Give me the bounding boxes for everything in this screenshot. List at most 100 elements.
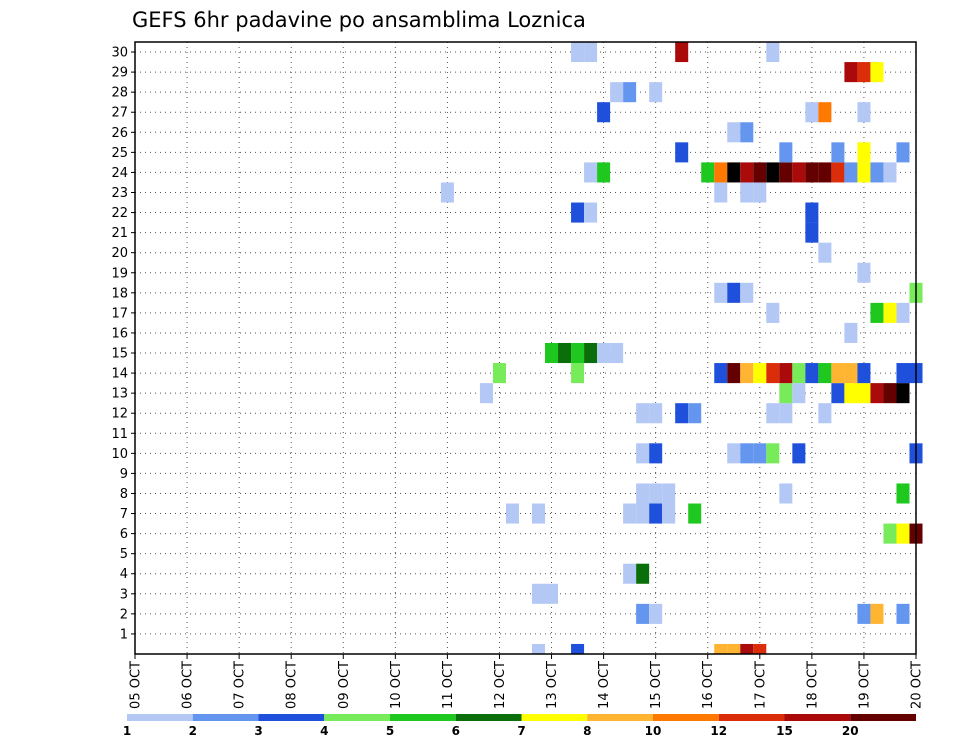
heatmap-cell xyxy=(701,162,715,183)
heatmap-cell xyxy=(545,583,559,604)
y-tick-label: 3 xyxy=(120,587,128,602)
heatmap-cell xyxy=(558,342,572,364)
y-tick-label: 5 xyxy=(120,547,128,562)
heatmap-cell xyxy=(779,483,793,504)
heatmap-cell xyxy=(532,583,546,604)
heatmap-cell xyxy=(532,503,546,524)
heatmap-cell xyxy=(753,643,767,654)
legend-swatch xyxy=(521,714,588,721)
heatmap-cell xyxy=(649,443,663,464)
legend-swatch xyxy=(127,714,193,721)
y-tick-label: 16 xyxy=(111,326,128,341)
heatmap-cell xyxy=(584,342,598,364)
x-tick-label: 12 OCT xyxy=(493,661,508,709)
heatmap-cell xyxy=(753,443,767,464)
heatmap-cell xyxy=(636,603,650,624)
heatmap-cell xyxy=(662,503,676,524)
heatmap-cell xyxy=(818,242,832,263)
heatmap-cell xyxy=(844,62,858,83)
heatmap-cell xyxy=(571,643,585,654)
heatmap-cell xyxy=(818,363,832,384)
heatmap-cell xyxy=(779,162,793,183)
heatmap-cell xyxy=(857,62,871,83)
heatmap-cell xyxy=(597,102,611,123)
grid-lines xyxy=(135,42,916,654)
legend-label: 5 xyxy=(386,724,394,738)
heatmap-cells xyxy=(440,42,923,654)
heatmap-cell xyxy=(662,483,676,504)
y-tick-label: 26 xyxy=(111,126,128,141)
y-tick-label: 12 xyxy=(111,407,128,422)
heatmap-cell xyxy=(844,363,858,384)
heatmap-cell xyxy=(766,443,780,464)
heatmap-cell xyxy=(740,363,754,384)
heatmap-cell xyxy=(870,383,884,404)
heatmap-cell xyxy=(870,302,884,323)
y-tick-label: 22 xyxy=(111,206,128,221)
legend-swatch xyxy=(258,714,325,721)
heatmap-cell xyxy=(714,282,728,303)
heatmap-cell xyxy=(636,563,650,584)
x-axis-ticks: 05 OCT 06 OCT 07 OCT 08 OCT 09 OCT 10 OCT 11 O… xyxy=(129,654,925,709)
heatmap-cell xyxy=(896,383,910,404)
y-tick-label: 27 xyxy=(111,106,128,121)
heatmap-cell xyxy=(870,603,884,624)
y-tick-label: 24 xyxy=(111,166,128,181)
heatmap-cell xyxy=(727,643,741,654)
legend-swatch xyxy=(324,714,390,721)
legend-swatch xyxy=(718,714,785,721)
heatmap-cell xyxy=(779,142,793,163)
x-tick-label: 15 OCT xyxy=(649,661,664,709)
heatmap-cell xyxy=(818,102,832,123)
heatmap-cell xyxy=(636,503,650,524)
heatmap-cell xyxy=(844,162,858,183)
x-tick-label: 09 OCT xyxy=(337,661,352,709)
legend-label: 8 xyxy=(583,724,591,738)
legend-label: 10 xyxy=(645,724,662,738)
heatmap-cell xyxy=(597,162,611,183)
y-tick-label: 18 xyxy=(111,286,128,301)
y-axis-ticks: 1234567891011121314151617181920212223242… xyxy=(111,46,135,642)
legend-swatch xyxy=(587,714,653,721)
heatmap-cell xyxy=(740,162,754,183)
y-tick-label: 15 xyxy=(111,347,128,362)
heatmap-cell xyxy=(792,162,806,183)
heatmap-cell xyxy=(649,483,663,504)
heatmap-cell xyxy=(883,383,897,404)
heatmap-cell xyxy=(440,182,454,203)
heatmap-cell xyxy=(896,142,910,163)
heatmap-cell xyxy=(649,503,663,524)
heatmap-cell xyxy=(505,503,519,524)
plot-frame xyxy=(134,41,917,655)
heatmap-cell xyxy=(857,262,871,283)
legend-label: 7 xyxy=(517,724,525,738)
y-tick-label: 30 xyxy=(111,46,128,61)
x-tick-label: 07 OCT xyxy=(233,661,248,709)
y-tick-label: 17 xyxy=(111,306,128,321)
heatmap-cell xyxy=(532,643,546,654)
heatmap-cell xyxy=(896,603,910,624)
y-tick-label: 8 xyxy=(120,487,128,502)
heatmap-cell xyxy=(740,122,754,143)
heatmap-cell xyxy=(623,563,637,584)
heatmap-cell xyxy=(753,182,767,203)
heatmap-cell xyxy=(492,363,506,384)
y-tick-label: 1 xyxy=(120,627,128,642)
legend-swatch xyxy=(850,714,916,721)
heatmap-cell xyxy=(727,122,741,143)
y-tick-label: 10 xyxy=(111,447,128,462)
heatmap-cell xyxy=(831,142,845,163)
y-tick-label: 9 xyxy=(120,467,128,482)
heatmap-cell xyxy=(479,383,493,404)
legend-swatch xyxy=(455,714,522,721)
heatmap-cell xyxy=(792,363,806,384)
heatmap-cell xyxy=(857,142,871,163)
heatmap-cell xyxy=(571,342,585,364)
heatmap-cell xyxy=(610,342,624,364)
y-tick-label: 20 xyxy=(111,246,128,261)
legend-swatch xyxy=(653,714,719,721)
heatmap-cell xyxy=(805,222,819,243)
heatmap-cell xyxy=(805,363,819,384)
heatmap-cell xyxy=(714,182,728,203)
